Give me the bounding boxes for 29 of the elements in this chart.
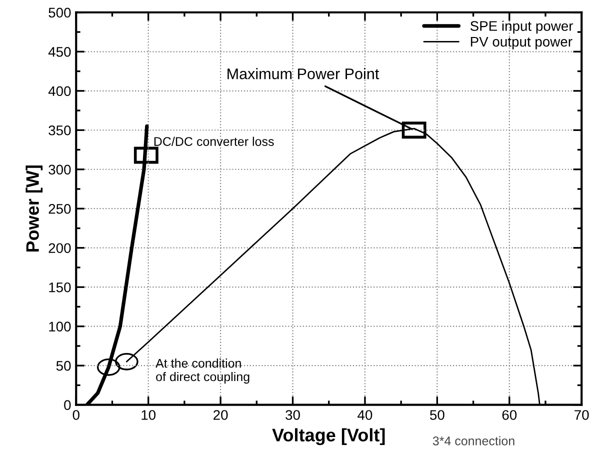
legend-label: PV output power	[470, 36, 572, 50]
y-tick-label: 50	[56, 360, 71, 371]
y-tick-label: 200	[48, 243, 71, 254]
y-tick-label: 400	[48, 86, 71, 96]
x-tick-label: 40	[358, 410, 372, 420]
y-tick-label: 250	[48, 204, 71, 214]
y-tick-label: 150	[49, 282, 71, 292]
y-tick-label: 100	[49, 322, 71, 332]
x-tick-label: 60	[502, 410, 517, 420]
point	[115, 352, 138, 370]
y-tick-label: 0	[64, 400, 71, 410]
x-axis-title: Voltage [Volt]	[272, 428, 385, 446]
annotation: At the condition of direct coupling	[156, 358, 250, 384]
legend-label: SPE input power	[470, 20, 574, 34]
x-tick-label: 70	[574, 410, 589, 420]
annotation: Maximum Power Point	[228, 68, 380, 80]
y-tick-label: 350	[48, 125, 71, 136]
x-tick-label: 30	[286, 410, 300, 420]
y-axis-title: Power [W]	[26, 165, 43, 252]
text: 3*4 connection	[432, 436, 514, 446]
point	[96, 358, 120, 376]
y-tick-label: 450	[48, 46, 71, 57]
annotation: DC/DC converter loss	[154, 136, 274, 146]
x-tick-label: 10	[142, 410, 156, 420]
x-tick-label: 0	[72, 410, 80, 420]
y-tick-label: 300	[48, 164, 71, 175]
x-tick-label: 50	[430, 410, 444, 420]
x-tick-label: 20	[214, 410, 228, 420]
y-tick-label: 500	[48, 8, 71, 18]
